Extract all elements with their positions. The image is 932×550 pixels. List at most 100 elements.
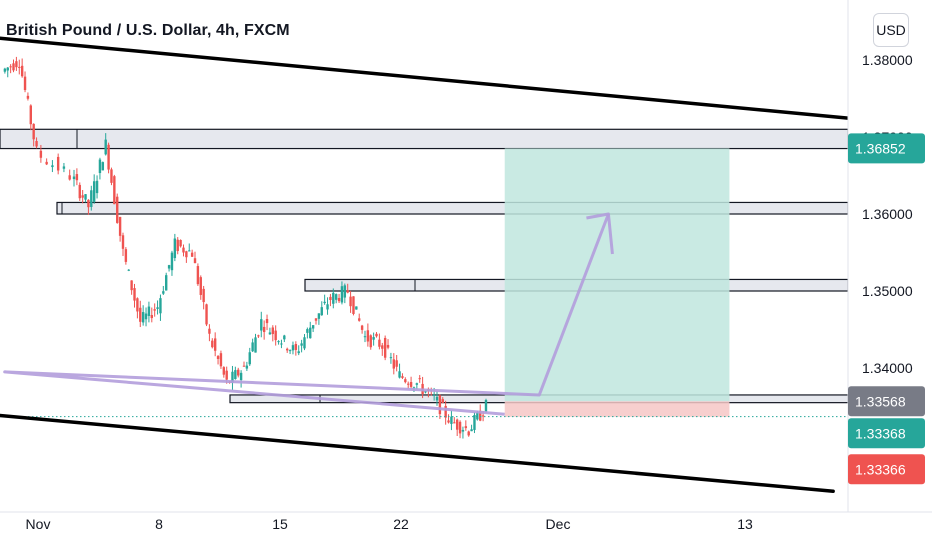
projection-path[interactable] [3, 213, 610, 416]
candle-body [251, 342, 254, 352]
time-axis-bg [0, 512, 848, 550]
candle-body [311, 325, 315, 329]
candle-body [182, 247, 185, 253]
price-badge-label: 1.36852 [855, 140, 906, 156]
candles-layer [3, 56, 488, 439]
candle-body [461, 429, 465, 432]
candle-body [453, 422, 456, 424]
candle-body [162, 291, 165, 294]
candle-body [188, 250, 191, 252]
currency-button[interactable]: USD [873, 13, 909, 47]
candle-body [383, 337, 387, 358]
candle-body [444, 405, 447, 418]
target-zone[interactable] [504, 148, 730, 402]
time-tick-label: 13 [737, 516, 753, 532]
price-tick-label: 1.35000 [862, 283, 913, 299]
candle-body [165, 275, 168, 291]
candle-body [51, 165, 54, 168]
candle-body [173, 238, 177, 259]
candle-body [245, 365, 249, 369]
candle-body [147, 306, 151, 316]
candle-body [179, 240, 182, 247]
candle-body [481, 415, 485, 417]
projection-arrowhead-icon [586, 212, 614, 255]
candle-body [435, 396, 439, 401]
candle-body [110, 169, 113, 183]
candle-body [314, 318, 318, 321]
candle-body [438, 395, 442, 415]
candle-body [118, 216, 122, 236]
candle-body [9, 66, 12, 68]
time-axis[interactable]: Nov 8 15 22 Dec 13 [0, 511, 932, 550]
candle-body [291, 345, 295, 351]
time-tick-label: Nov [26, 516, 51, 532]
price-axis[interactable]: 1.380001.370001.360001.350001.340001.368… [847, 0, 932, 550]
candle-body [84, 194, 87, 200]
position-tool[interactable] [504, 148, 730, 417]
price-badge-label: 1.33366 [855, 461, 906, 477]
candle-body [418, 378, 421, 380]
time-tick-label: Dec [546, 516, 571, 532]
candle-body [286, 348, 289, 351]
trendlines-layer[interactable] [0, 36, 887, 493]
candle-body [68, 175, 71, 180]
candle-body [3, 68, 7, 72]
price-tick-label: 1.36000 [862, 206, 913, 222]
candle-body [323, 301, 326, 304]
candle-body [389, 357, 393, 359]
channel-upper-line[interactable] [0, 36, 887, 124]
candle-body [412, 387, 416, 389]
stop-zone[interactable] [504, 401, 730, 417]
price-badge-take-profit[interactable]: 1.36852 [848, 133, 925, 164]
candle-body [193, 258, 197, 264]
channel-lower-line[interactable] [0, 413, 835, 493]
candle-body [280, 343, 283, 345]
candle-body [409, 382, 413, 387]
candle-body [441, 399, 444, 403]
candle-body [75, 174, 79, 181]
candle-body [392, 359, 395, 369]
candle-body [32, 123, 35, 140]
candle-body [62, 166, 66, 169]
candle-body [271, 327, 274, 335]
candle-body [340, 286, 344, 303]
candle-body [208, 328, 211, 334]
candle-body [306, 329, 309, 333]
candle-body [450, 416, 453, 424]
candle-body [130, 280, 133, 291]
candle-body [401, 376, 404, 378]
price-badge-last-price[interactable]: 1.33368 [848, 418, 925, 449]
candle-body [470, 429, 473, 432]
candle-body [300, 343, 303, 346]
candle-body [176, 239, 179, 252]
candle-body [346, 290, 349, 293]
candle-body [139, 307, 142, 322]
candle-body [355, 306, 358, 310]
candle-body [92, 181, 96, 202]
candle-body [447, 420, 450, 423]
price-badge-entry[interactable]: 1.33568 [848, 386, 925, 417]
price-badge-stop[interactable]: 1.33366 [848, 454, 925, 485]
candle-body [395, 360, 398, 367]
candle-body [358, 318, 361, 321]
candle-body [360, 325, 364, 330]
candle-body [467, 431, 470, 436]
candle-body [113, 176, 116, 205]
candle-body [12, 63, 15, 71]
candle-body [317, 313, 321, 319]
candle-body [386, 344, 390, 348]
candle-body [199, 277, 202, 295]
zone-rectangle[interactable] [0, 128, 849, 150]
candle-body [144, 313, 148, 320]
time-tick-label: 15 [272, 516, 288, 532]
candle-body [159, 298, 162, 314]
candle-body [72, 176, 76, 180]
candle-body [133, 288, 136, 301]
price-badge-box [848, 386, 925, 417]
candle-body [369, 335, 372, 348]
candle-body [378, 339, 381, 347]
candle-body [136, 298, 139, 312]
candle-body [26, 95, 30, 99]
candle-body [254, 337, 257, 353]
